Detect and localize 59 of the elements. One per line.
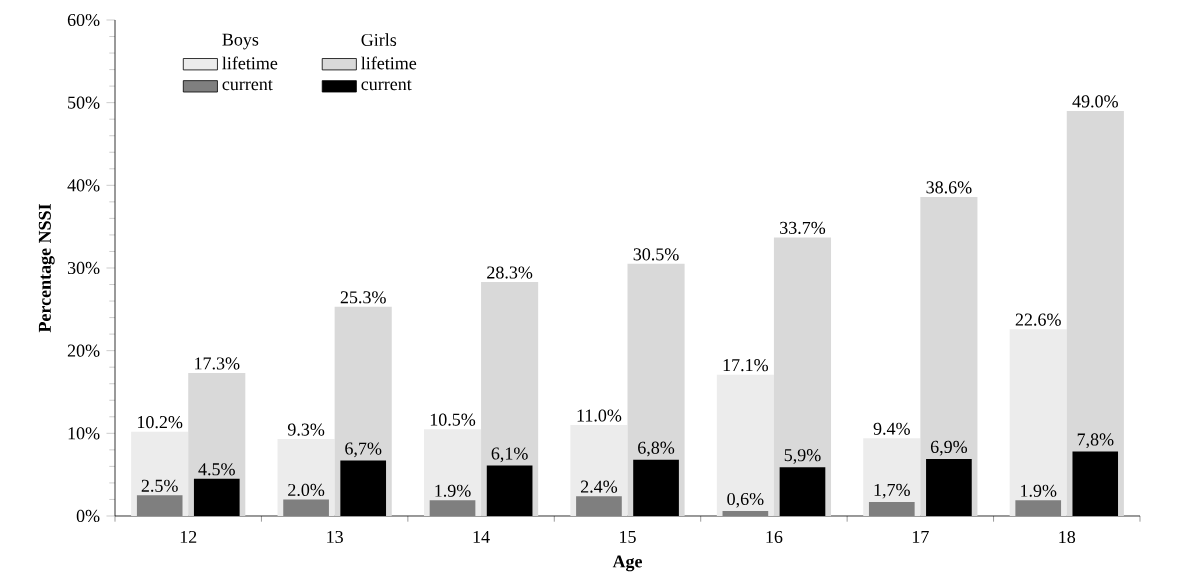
data-label: 6,1%: [491, 447, 528, 463]
annotation: Girls: [361, 33, 397, 47]
bar: [868, 501, 915, 516]
annotation: Boys: [222, 33, 259, 50]
data-label: 2.4%: [580, 480, 618, 493]
data-label: 6,8%: [638, 441, 675, 457]
y-tick-label: 0%: [76, 509, 100, 523]
data-label: 28.3%: [487, 266, 533, 279]
legend-label: current: [222, 79, 273, 91]
data-label: 4.5%: [198, 463, 235, 476]
data-label: 17.1%: [723, 358, 769, 372]
data-label: 2.5%: [141, 479, 178, 492]
bar: [429, 500, 476, 516]
x-tick-label: 14: [473, 530, 490, 543]
bar: [1015, 500, 1062, 516]
data-label: 1,7%: [874, 483, 910, 499]
data-label: 5,9%: [784, 449, 821, 464]
bar: [722, 511, 769, 516]
data-label: 38.6%: [926, 181, 972, 194]
data-label: 11.0%: [577, 409, 622, 422]
data-label: 10.5%: [430, 413, 476, 426]
y-tick-label: 40%: [67, 179, 100, 192]
data-label: 10.2%: [137, 416, 183, 429]
legend-label: lifetime: [361, 56, 417, 70]
data-label: 22.6%: [1015, 313, 1061, 326]
bar: [1009, 329, 1067, 516]
data-label: 1.9%: [1021, 484, 1057, 497]
x-tick-label: 12: [180, 530, 197, 543]
bar: [283, 499, 329, 516]
data-label: 49.0%: [1072, 95, 1118, 108]
legend-label: current: [361, 79, 412, 91]
data-label: 30.5%: [633, 248, 679, 261]
data-label: 6,7%: [345, 442, 382, 458]
x-tick-label: 18: [1059, 530, 1076, 544]
x-axis-title: Age: [612, 555, 643, 572]
y-tick-label: 50%: [68, 96, 100, 109]
data-label: 2.0%: [288, 483, 325, 497]
x-tick-label: 13: [327, 530, 343, 544]
data-label: 17.3%: [195, 357, 240, 370]
y-axis-title: Percentage NSSI: [38, 204, 55, 333]
y-tick-label: 10%: [68, 427, 100, 440]
y-tick-label: 60%: [67, 13, 100, 27]
x-tick-label: 15: [620, 530, 636, 543]
x-tick-label: 17: [912, 530, 929, 543]
bar: [576, 496, 622, 516]
data-label: 6,9%: [930, 440, 968, 456]
data-label: 1.9%: [435, 484, 471, 497]
bar: [136, 495, 183, 516]
y-tick-label: 30%: [67, 261, 100, 275]
x-tick-label: 16: [766, 530, 783, 544]
data-label: 7,8%: [1077, 433, 1114, 449]
data-label: 25.3%: [340, 291, 386, 304]
data-label: 9.4%: [873, 422, 910, 435]
y-tick-label: 20%: [67, 344, 100, 357]
data-label: 0,6%: [727, 492, 764, 508]
bar: [716, 374, 774, 516]
data-label: 9.3%: [287, 423, 325, 436]
data-label: 33.7%: [780, 221, 826, 234]
legend-label: lifetime: [222, 56, 278, 70]
